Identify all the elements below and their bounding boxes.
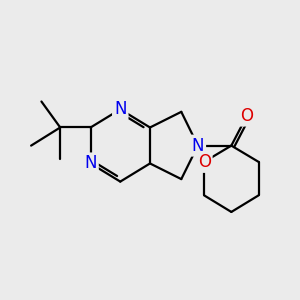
Text: N: N (192, 136, 204, 154)
Text: O: O (241, 106, 254, 124)
Text: N: N (114, 100, 127, 118)
Text: O: O (198, 153, 211, 171)
Text: N: N (84, 154, 97, 172)
